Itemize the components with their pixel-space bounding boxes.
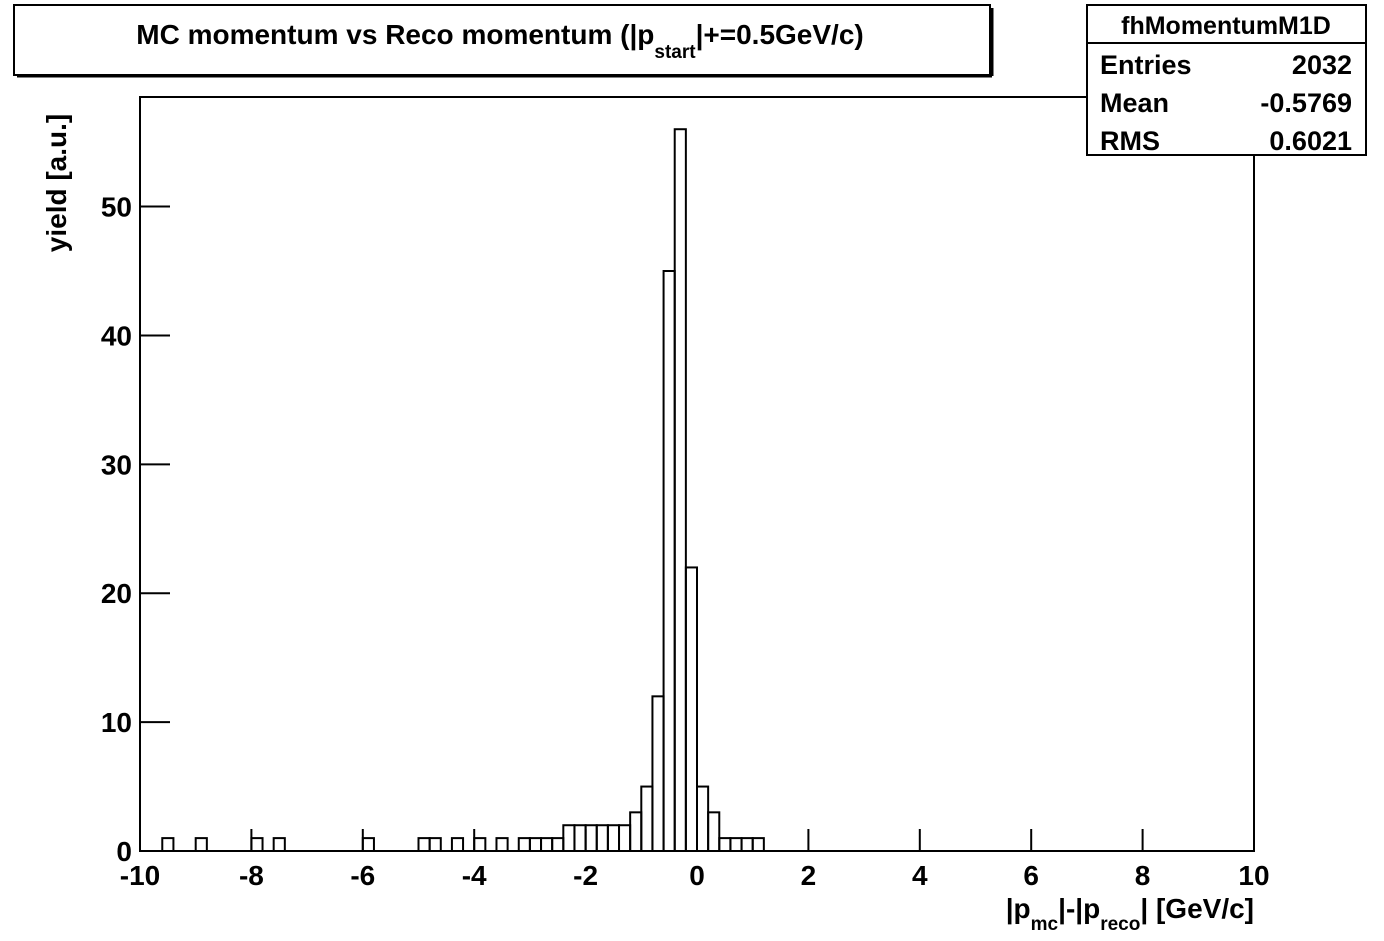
bar [528,837,543,852]
bar [540,837,554,852]
stats-box [1086,4,1367,156]
bar [551,837,565,852]
bar [573,824,587,853]
bar [562,824,576,853]
bar [629,811,643,852]
y-tick-label: 30 [101,449,132,480]
xlabel-part: |p [1006,893,1031,924]
x-tick-label: -8 [239,860,264,891]
x-axis-label: |pmc|-|preco| [GeV/c] [1006,893,1254,935]
title-box [13,4,991,76]
bar [417,837,431,852]
bar [450,837,465,852]
bar [361,837,375,852]
bar [250,837,264,852]
bar [161,837,175,852]
y-tick-label: 40 [101,320,132,351]
stats-label: Mean [1100,88,1169,118]
stats-value: 0.6021 [1269,126,1352,156]
bar [673,128,687,852]
bar [662,270,676,852]
x-tick-label: 4 [912,860,928,891]
title-sub: start [654,42,696,63]
bar [696,785,710,852]
bar [473,837,487,852]
x-tick-label: -2 [573,860,598,891]
xlabel-part: |-|p [1058,893,1100,924]
y-tick-label: 20 [101,578,132,609]
title-part: |+=0.5GeV/c) [696,19,864,50]
x-tick-label: -6 [350,860,375,891]
y-axis-label: yield [a.u.] [41,114,72,252]
bar [707,811,721,852]
x-tick-label: 2 [801,860,817,891]
stats-value: -0.5769 [1260,88,1352,118]
stats-label: Entries [1100,50,1192,80]
bar [272,837,286,852]
bar [595,824,609,853]
x-tick-label: -4 [462,860,487,891]
bar [640,785,654,852]
bar [618,824,632,853]
x-tick-label: 6 [1023,860,1039,891]
chart-title: MC momentum vs Reco momentum (|pstart|+=… [136,19,863,63]
x-tick-label: -10 [120,860,160,891]
bar [718,837,732,852]
xlabel-sub: mc [1031,914,1059,935]
bar [428,837,442,852]
y-tick-label: 50 [101,192,132,223]
x-tick-label: 8 [1135,860,1151,891]
bar [729,837,743,852]
bar [740,837,754,852]
bar [606,824,621,853]
stats-label: RMS [1100,126,1160,156]
stats-name: fhMomentumM1D [1121,12,1331,40]
bar [584,824,598,853]
xlabel-sub: reco [1100,914,1140,935]
stats-value: 2032 [1292,50,1352,80]
bar [651,695,665,852]
xlabel-part: | [GeV/c] [1140,893,1254,924]
title-part: MC momentum vs Reco momentum (|p [136,19,654,50]
bar [517,837,531,852]
bar [495,837,509,852]
bar [684,566,698,852]
y-tick-label: 0 [116,836,132,867]
y-tick-label: 10 [101,707,132,738]
x-tick-label: 0 [689,860,705,891]
plot-area [161,128,765,853]
x-tick-label: 10 [1238,860,1269,891]
bar [194,837,208,852]
bar [751,837,765,852]
